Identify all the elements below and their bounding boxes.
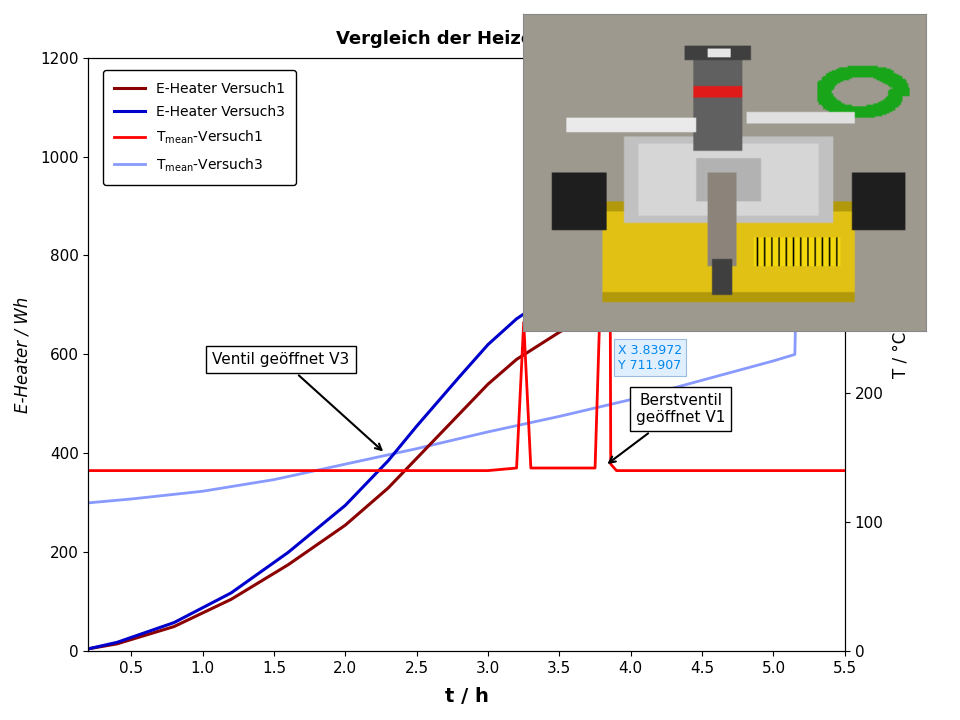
Title: Vergleich der Heizenergie: Vergleich der Heizenergie — [336, 30, 598, 48]
Legend: E-Heater Versuch1, E-Heater Versuch3, T$_{\mathregular{mean}}$-Versuch1, T$_{\ma: E-Heater Versuch1, E-Heater Versuch3, T$… — [103, 71, 296, 184]
Y-axis label: E-Heater / Wh: E-Heater / Wh — [13, 297, 32, 413]
Text: X 3.83972
Y 711.907: X 3.83972 Y 711.907 — [618, 343, 682, 372]
X-axis label: t / h: t / h — [444, 687, 489, 706]
Text: Berstventil
geöffnet V1: Berstventil geöffnet V1 — [610, 392, 726, 463]
Y-axis label: T / °C: T / °C — [892, 331, 910, 377]
Text: Ventil geöffnet V3: Ventil geöffnet V3 — [212, 352, 381, 450]
